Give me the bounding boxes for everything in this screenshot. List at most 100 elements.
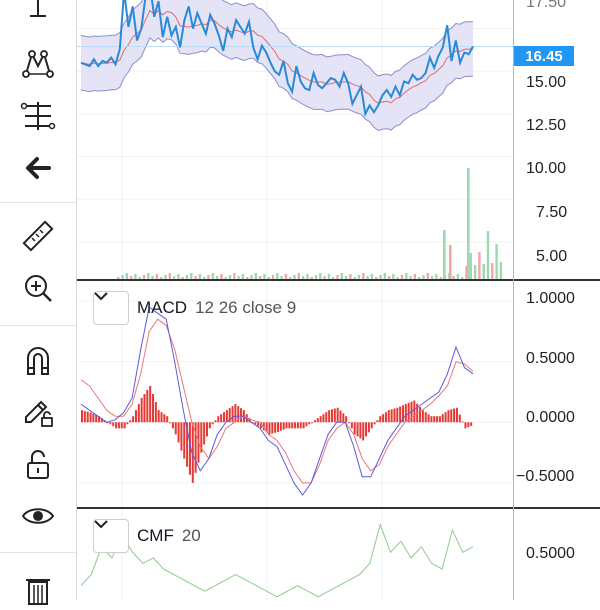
macd-histogram-bar xyxy=(393,408,396,423)
macd-histogram-bar xyxy=(154,402,157,423)
macd-histogram-bar xyxy=(433,416,436,423)
volume-bar xyxy=(215,276,219,279)
volume-bar xyxy=(430,276,434,279)
cmf-collapse-button[interactable] xyxy=(93,519,129,553)
macd-histogram-bar xyxy=(240,408,243,423)
macd-indicator-name: MACD xyxy=(137,298,188,317)
volume-bar xyxy=(198,274,202,279)
macd-histogram-bar xyxy=(214,420,217,423)
volume-bar xyxy=(409,276,412,279)
volume-bar xyxy=(241,274,245,279)
unlock-icon xyxy=(27,450,49,479)
zoom-in-icon xyxy=(25,275,52,302)
pattern-icon xyxy=(22,50,54,78)
volume-bar xyxy=(117,277,120,279)
macd-histogram-bar xyxy=(384,412,387,423)
lock-drawings-button[interactable] xyxy=(14,390,62,434)
macd-histogram-bar xyxy=(285,422,288,429)
volume-bar xyxy=(233,273,236,279)
price-pane[interactable] xyxy=(77,0,600,279)
volume-bar xyxy=(439,277,442,279)
volume-bar xyxy=(207,275,210,279)
macd-histogram-bar xyxy=(231,406,234,423)
volume-bar xyxy=(138,277,141,279)
cmf-pane[interactable]: CMF 20 xyxy=(77,509,600,600)
magnet-tool-button[interactable] xyxy=(14,338,62,382)
volume-bar xyxy=(177,274,180,279)
volume-bar xyxy=(228,275,232,279)
macd-collapse-button[interactable] xyxy=(93,291,129,325)
volume-bar xyxy=(400,275,404,279)
hide-drawings-button[interactable] xyxy=(14,494,62,538)
chart-area[interactable]: MACD 12 26 close 9 CMF 20 17.50 15.00 12… xyxy=(77,0,600,600)
macd-histogram-bar xyxy=(160,412,163,423)
macd-histogram-bar xyxy=(299,422,302,429)
macd-histogram-bar xyxy=(146,389,149,423)
macd-histogram-bar xyxy=(436,416,439,423)
pattern-tool-button[interactable] xyxy=(14,42,62,86)
macd-histogram-bar xyxy=(396,407,399,423)
ruler-tool-button[interactable] xyxy=(14,214,62,258)
volume-bar xyxy=(142,275,146,279)
macd-histogram-bar xyxy=(447,410,450,423)
cmf-line xyxy=(80,522,474,598)
volume-bar xyxy=(271,275,275,279)
macd-histogram-bar xyxy=(279,422,282,431)
pane-separator[interactable] xyxy=(77,507,600,509)
macd-histogram-bar xyxy=(470,422,473,426)
macd-indicator-params: 12 26 close 9 xyxy=(195,298,297,317)
bollinger-lower-line xyxy=(80,37,474,132)
volume-bar xyxy=(344,276,348,279)
volume-bar xyxy=(332,277,335,279)
fib-levels-tool-button[interactable] xyxy=(14,94,62,138)
cross-line-tool-button[interactable] xyxy=(14,0,62,36)
macd-histogram-bar xyxy=(134,410,137,423)
volume-bar xyxy=(482,264,485,279)
volume-bar xyxy=(461,277,464,279)
macd-histogram-bar xyxy=(322,414,325,423)
macd-histogram-bar xyxy=(208,422,211,429)
price-axis[interactable]: 17.50 15.00 12.50 10.00 7.50 5.00 1.0000… xyxy=(513,0,600,600)
volume-bar xyxy=(379,275,382,279)
macd-histogram-bar xyxy=(183,422,186,459)
lock-all-button[interactable] xyxy=(14,442,62,486)
macd-histogram-bar xyxy=(92,413,95,423)
volume-bar xyxy=(362,273,365,279)
zoom-in-tool-button[interactable] xyxy=(14,266,62,310)
volume-bar xyxy=(246,277,249,279)
price-line xyxy=(80,0,474,118)
macd-histogram-bar xyxy=(302,422,305,429)
price-axis-tick: 12.50 xyxy=(526,117,567,134)
macd-histogram-bar xyxy=(149,385,152,423)
remove-drawings-button[interactable] xyxy=(14,566,62,610)
pane-separator[interactable] xyxy=(77,279,600,281)
volume-bar xyxy=(190,273,193,279)
macd-histogram-bar xyxy=(421,410,424,423)
macd-histogram-bar xyxy=(453,408,456,423)
macd-histogram-bar xyxy=(259,422,262,429)
volume-bar xyxy=(220,274,223,279)
macd-histogram-bar xyxy=(356,422,359,437)
volume-bar xyxy=(147,273,150,279)
macd-histogram-bar xyxy=(296,422,299,429)
macd-histogram-bar xyxy=(248,418,251,423)
volume-bar xyxy=(293,275,296,279)
price-chart xyxy=(77,0,513,279)
macd-histogram-bar xyxy=(254,422,257,425)
volume-bar xyxy=(357,275,361,279)
macd-histogram-bar xyxy=(387,410,390,423)
volume-bar xyxy=(435,274,438,279)
macd-histogram-bar xyxy=(370,422,373,429)
back-button[interactable] xyxy=(14,146,62,190)
macd-histogram-bar xyxy=(413,400,416,423)
price-axis-tick: 5.00 xyxy=(536,248,568,265)
macd-histogram-bar xyxy=(205,422,208,437)
price-axis-tick: 10.00 xyxy=(526,160,567,177)
macd-histogram-bar xyxy=(345,416,348,423)
volume-bar xyxy=(383,273,386,279)
volume-bar xyxy=(426,273,429,279)
volume-bar xyxy=(353,277,356,279)
volume-bar xyxy=(185,275,189,279)
macd-histogram-bar xyxy=(220,414,223,423)
macd-pane[interactable]: MACD 12 26 close 9 xyxy=(77,281,600,507)
